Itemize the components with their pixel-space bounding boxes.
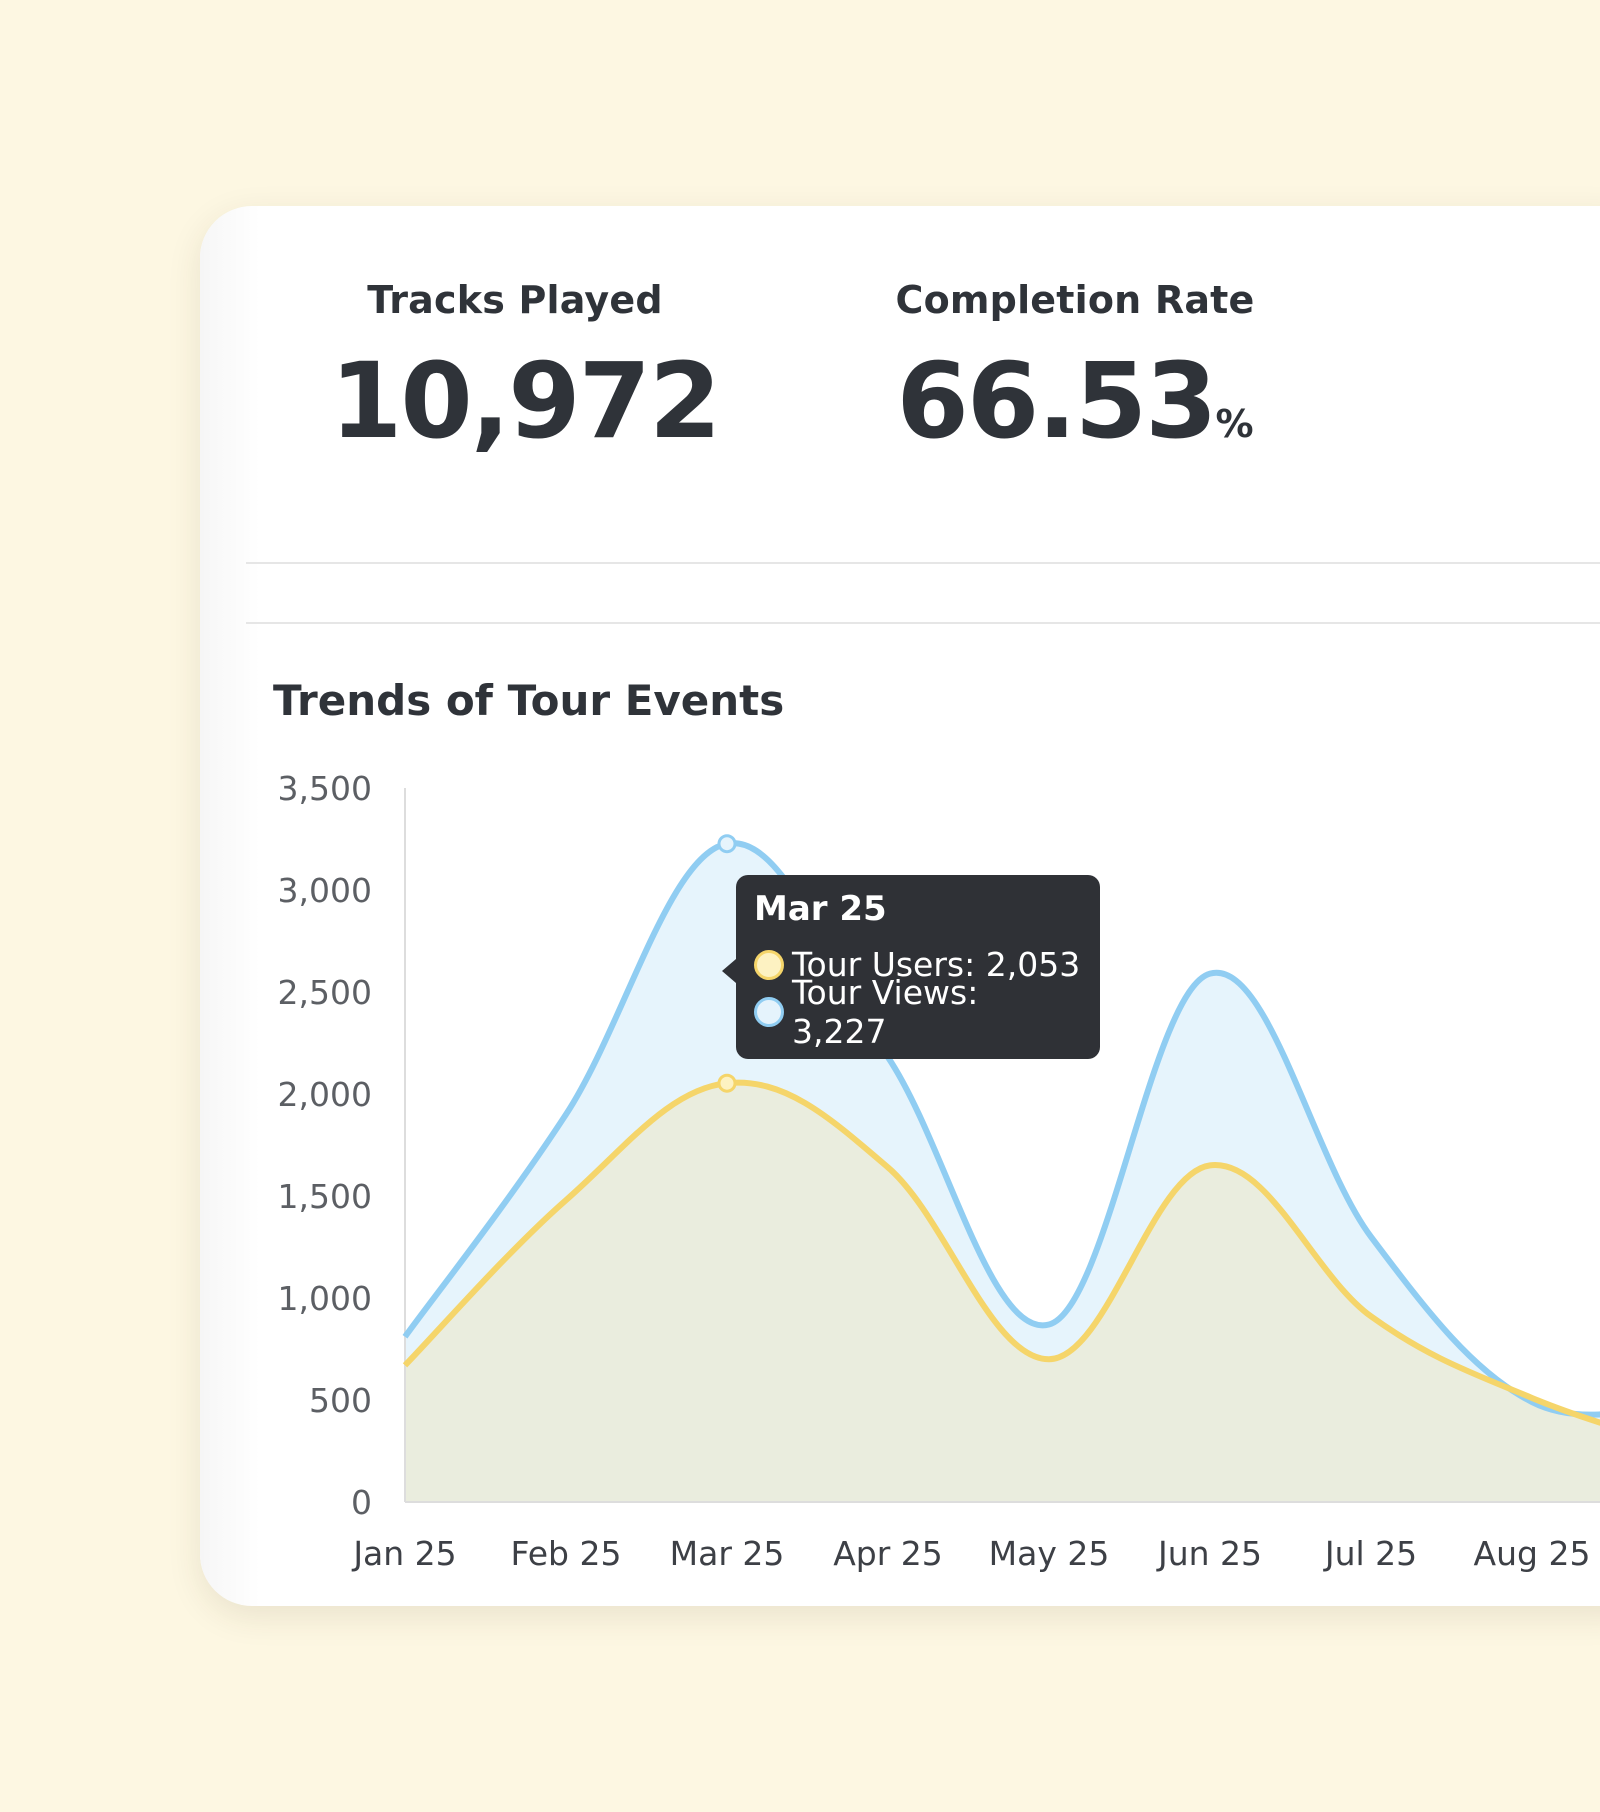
stat-completion-rate-label: Completion Rate [895,278,1255,322]
tour-views-legend-dot [754,996,784,1027]
stat-completion-rate-unit: % [1215,402,1254,446]
card-edge-shade [200,206,260,1606]
divider-top [246,562,1600,564]
tooltip-views-text: Tour Views: 3,227 [792,972,979,1051]
stat-completion-rate: Completion Rate 66.53% [890,278,1260,462]
stat-tracks-played: Tracks Played 10,972 [330,278,721,462]
tooltip-row-users: Tour Users: 2,053 [754,941,1082,988]
tooltip-users-text: Tour Users: 2,053 [792,945,1081,984]
chart-title: Trends of Tour Events [273,676,785,725]
stat-tracks-played-value: 10,972 [330,340,721,462]
tooltip-row-views: Tour Views: 3,227 [754,973,1082,1051]
tour-users-legend-dot [754,949,784,980]
divider-bottom [246,622,1600,624]
stat-completion-rate-value: 66.53 [896,340,1217,462]
stat-completion-rate-value-wrap: 66.53% [890,340,1260,462]
stat-tracks-played-label: Tracks Played [367,278,663,322]
chart-tooltip: Mar 25 Tour Users: 2,053 Tour Views: 3,2… [722,875,1100,1059]
tooltip-title: Mar 25 [754,889,887,929]
